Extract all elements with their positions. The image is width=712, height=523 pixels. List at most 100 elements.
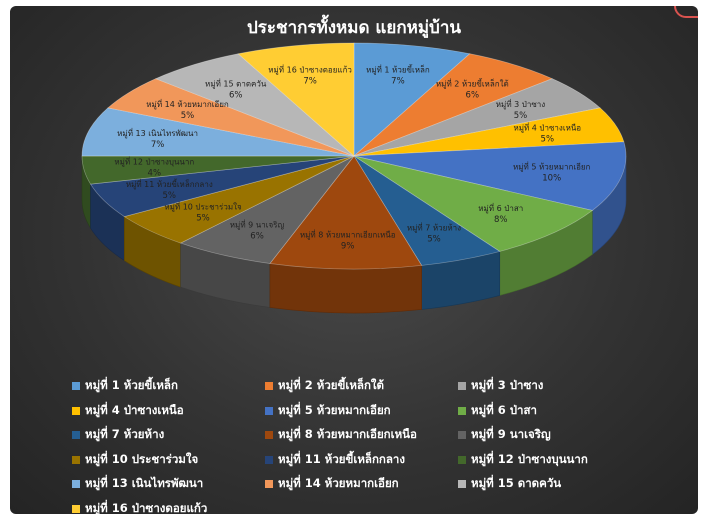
legend-label-10: หมู่ที่ 10 ประชาร่วมใจ (85, 451, 199, 466)
legend-label-5: หมู่ที่ 5 ห้วยหมากเอียก (278, 402, 391, 417)
pie-slice-7 (353, 155, 501, 266)
legend-item-1: หมู่ที่ 1 ห้วยขี้เหล็ก (72, 374, 265, 399)
legend-swatch-1 (72, 382, 80, 391)
chart-legend: หมู่ที่ 1 ห้วยขี้เหล็ก หมู่ที่ 2 ห้วยขี้เ… (72, 374, 652, 514)
pie-slice-8 (269, 155, 423, 270)
data-label-value-7: 5% (427, 235, 441, 245)
legend-label-1: หมู่ที่ 1 ห้วยขี้เหล็ก (85, 378, 178, 393)
data-label-name-4: หมู่ที่ 4 ป่าซางเหนือ (513, 122, 581, 134)
legend-swatch-15 (458, 480, 466, 489)
pie-slice-5 (353, 141, 627, 211)
legend-item-8: หมู่ที่ 8 ห้วยหมากเอียกเหนือ (265, 423, 458, 448)
legend-label-4: หมู่ที่ 4 ป่าซางเหนือ (85, 402, 184, 417)
legend-item-14: หมู่ที่ 14 ห้วยหมากเอียก (265, 472, 458, 497)
legend-swatch-7 (72, 431, 80, 440)
legend-label-9: หมู่ที่ 9 นาเจริญ (471, 427, 551, 442)
data-label-value-8: 9% (341, 242, 355, 252)
legend-swatch-11 (265, 455, 273, 464)
legend-label-14: หมู่ที่ 14 ห้วยหมากเอียก (278, 476, 399, 491)
legend-item-7: หมู่ที่ 7 ห้วยห้าง (72, 423, 265, 448)
pie-slice-1 (353, 42, 471, 157)
data-label-name-11: หมู่ที่ 11 ห้วยขี้เหล็กกลาง (126, 178, 213, 190)
data-label-name-1: หมู่ที่ 1 ห้วยขี้เหล็ก (366, 63, 430, 75)
pie-slice-13 (81, 107, 355, 157)
legend-label-8: หมู่ที่ 8 ห้วยหมากเอียกเหนือ (278, 427, 417, 442)
data-label-name-7: หมู่ที่ 7 ห้วยห้าง (407, 222, 461, 234)
data-label-value-13: 7% (151, 140, 165, 150)
legend-item-2: หมู่ที่ 2 ห้วยขี้เหล็กใต้ (265, 374, 458, 399)
data-label-name-12: หมู่ที่ 12 ป่าซางบุนนาก (114, 155, 194, 167)
legend-item-15: หมู่ที่ 15 ดาดควัน (458, 472, 651, 497)
data-label-value-6: 8% (494, 215, 508, 225)
data-label-value-16: 7% (303, 76, 317, 86)
pie-slice-9 (179, 155, 355, 264)
legend-item-11: หมู่ที่ 11 ห้วยขี้เหล็กกลาง (265, 448, 458, 473)
data-label-name-15: หมู่ที่ 15 ดาดควัน (205, 77, 267, 89)
data-label-name-2: หมู่ที่ 2 ห้วยขี้เหล็กใต้ (436, 77, 509, 89)
legend-label-11: หมู่ที่ 11 ห้วยขี้เหล็กกลาง (278, 451, 405, 466)
data-label-name-6: หมู่ที่ 6 ป่าสา (478, 202, 523, 214)
legend-swatch-16 (72, 504, 80, 513)
data-label-value-2: 6% (466, 90, 480, 100)
data-label-value-3: 5% (514, 111, 528, 121)
pie-side-8 (269, 263, 422, 314)
pie-slice-12 (81, 155, 355, 185)
legend-item-5: หมู่ที่ 5 ห้วยหมากเอียก (265, 399, 458, 424)
data-label-name-3: หมู่ที่ 3 ป่าซาง (496, 98, 545, 110)
data-label-value-14: 5% (181, 111, 195, 121)
pie-slice-14 (107, 78, 355, 157)
legend-label-2: หมู่ที่ 2 ห้วยขี้เหล็กใต้ (278, 378, 384, 393)
data-label-name-16: หมู่ที่ 16 ป่าซางดอยแก้ว (268, 63, 352, 75)
pie-slice-16 (237, 42, 355, 157)
pie-slice-10 (123, 155, 355, 244)
legend-swatch-5 (265, 406, 273, 415)
pie-slice-2 (353, 53, 554, 157)
pie-slice-15 (154, 53, 355, 157)
legend-swatch-3 (458, 382, 466, 391)
pie-slice-11 (89, 155, 355, 217)
legend-swatch-12 (458, 455, 466, 464)
data-label-value-4: 5% (541, 135, 555, 145)
legend-item-16: หมู่ที่ 16 ป่าซางดอยแก้ว (72, 497, 265, 514)
legend-item-3: หมู่ที่ 3 ป่าซาง (458, 374, 651, 399)
pie-slice-6 (353, 155, 594, 252)
legend-label-7: หมู่ที่ 7 ห้วยห้าง (85, 427, 165, 442)
pie-slice-3 (353, 78, 601, 157)
data-label-name-10: หมู่ที่ 10 ประชาร่วมใจ (164, 200, 242, 212)
legend-item-9: หมู่ที่ 9 นาเจริญ (458, 423, 651, 448)
legend-item-13: หมู่ที่ 13 เนินไทรพัฒนา (72, 472, 265, 497)
data-label-name-14: หมู่ที่ 14 ห้วยหมากเอียก (146, 98, 229, 110)
legend-swatch-4 (72, 406, 80, 415)
data-label-name-13: หมู่ที่ 13 เนินไทรพัฒนา (117, 127, 198, 139)
legend-swatch-8 (265, 431, 273, 440)
legend-item-10: หมู่ที่ 10 ประชาร่วมใจ (72, 448, 265, 473)
legend-label-3: หมู่ที่ 3 ป่าซาง (471, 378, 544, 393)
legend-item-4: หมู่ที่ 4 ป่าซางเหนือ (72, 399, 265, 424)
pie-chart: หมู่ที่ 1 ห้วยขี้เหล็ก7% หมู่ที่ 2 ห้วยขี… (81, 42, 627, 314)
data-label-value-1: 7% (391, 76, 405, 86)
legend-swatch-6 (458, 406, 466, 415)
chart-title: ประชากรทั้งหมด แยกหมู่บ้าน (246, 18, 462, 38)
legend-swatch-13 (72, 480, 80, 489)
chart-area: ประชากรทั้งหมด แยกหมู่บ้าน หมู่ที่ 1 ห้ว… (10, 6, 698, 514)
data-label-value-5: 10% (542, 174, 561, 184)
data-label-name-5: หมู่ที่ 5 ห้วยหมากเอียก (513, 161, 591, 173)
legend-item-6: หมู่ที่ 6 ป่าสา (458, 399, 651, 424)
data-label-name-9: หมู่ที่ 9 นาเจริญ (230, 218, 285, 230)
legend-item-12: หมู่ที่ 12 ป่าซางบุนนาก (458, 448, 651, 473)
legend-label-6: หมู่ที่ 6 ป่าสา (471, 402, 537, 417)
legend-swatch-9 (458, 431, 466, 440)
data-label-value-10: 5% (196, 213, 210, 223)
legend-label-13: หมู่ที่ 13 เนินไทรพัฒนา (85, 476, 204, 491)
corner-decoration (674, 6, 698, 18)
data-label-value-11: 5% (163, 191, 177, 201)
legend-label-16: หมู่ที่ 16 ป่าซางดอยแก้ว (85, 500, 208, 514)
legend-label-12: หมู่ที่ 12 ป่าซางบุนนาก (471, 451, 588, 466)
data-label-value-9: 6% (250, 231, 264, 241)
legend-swatch-2 (265, 382, 273, 391)
pie-slice-4 (353, 107, 625, 157)
data-label-name-8: หมู่ที่ 8 ห้วยหมากเอียกเหนือ (300, 229, 396, 241)
legend-swatch-10 (72, 455, 80, 464)
data-label-value-12: 4% (148, 168, 162, 178)
data-label-value-15: 6% (229, 90, 243, 100)
